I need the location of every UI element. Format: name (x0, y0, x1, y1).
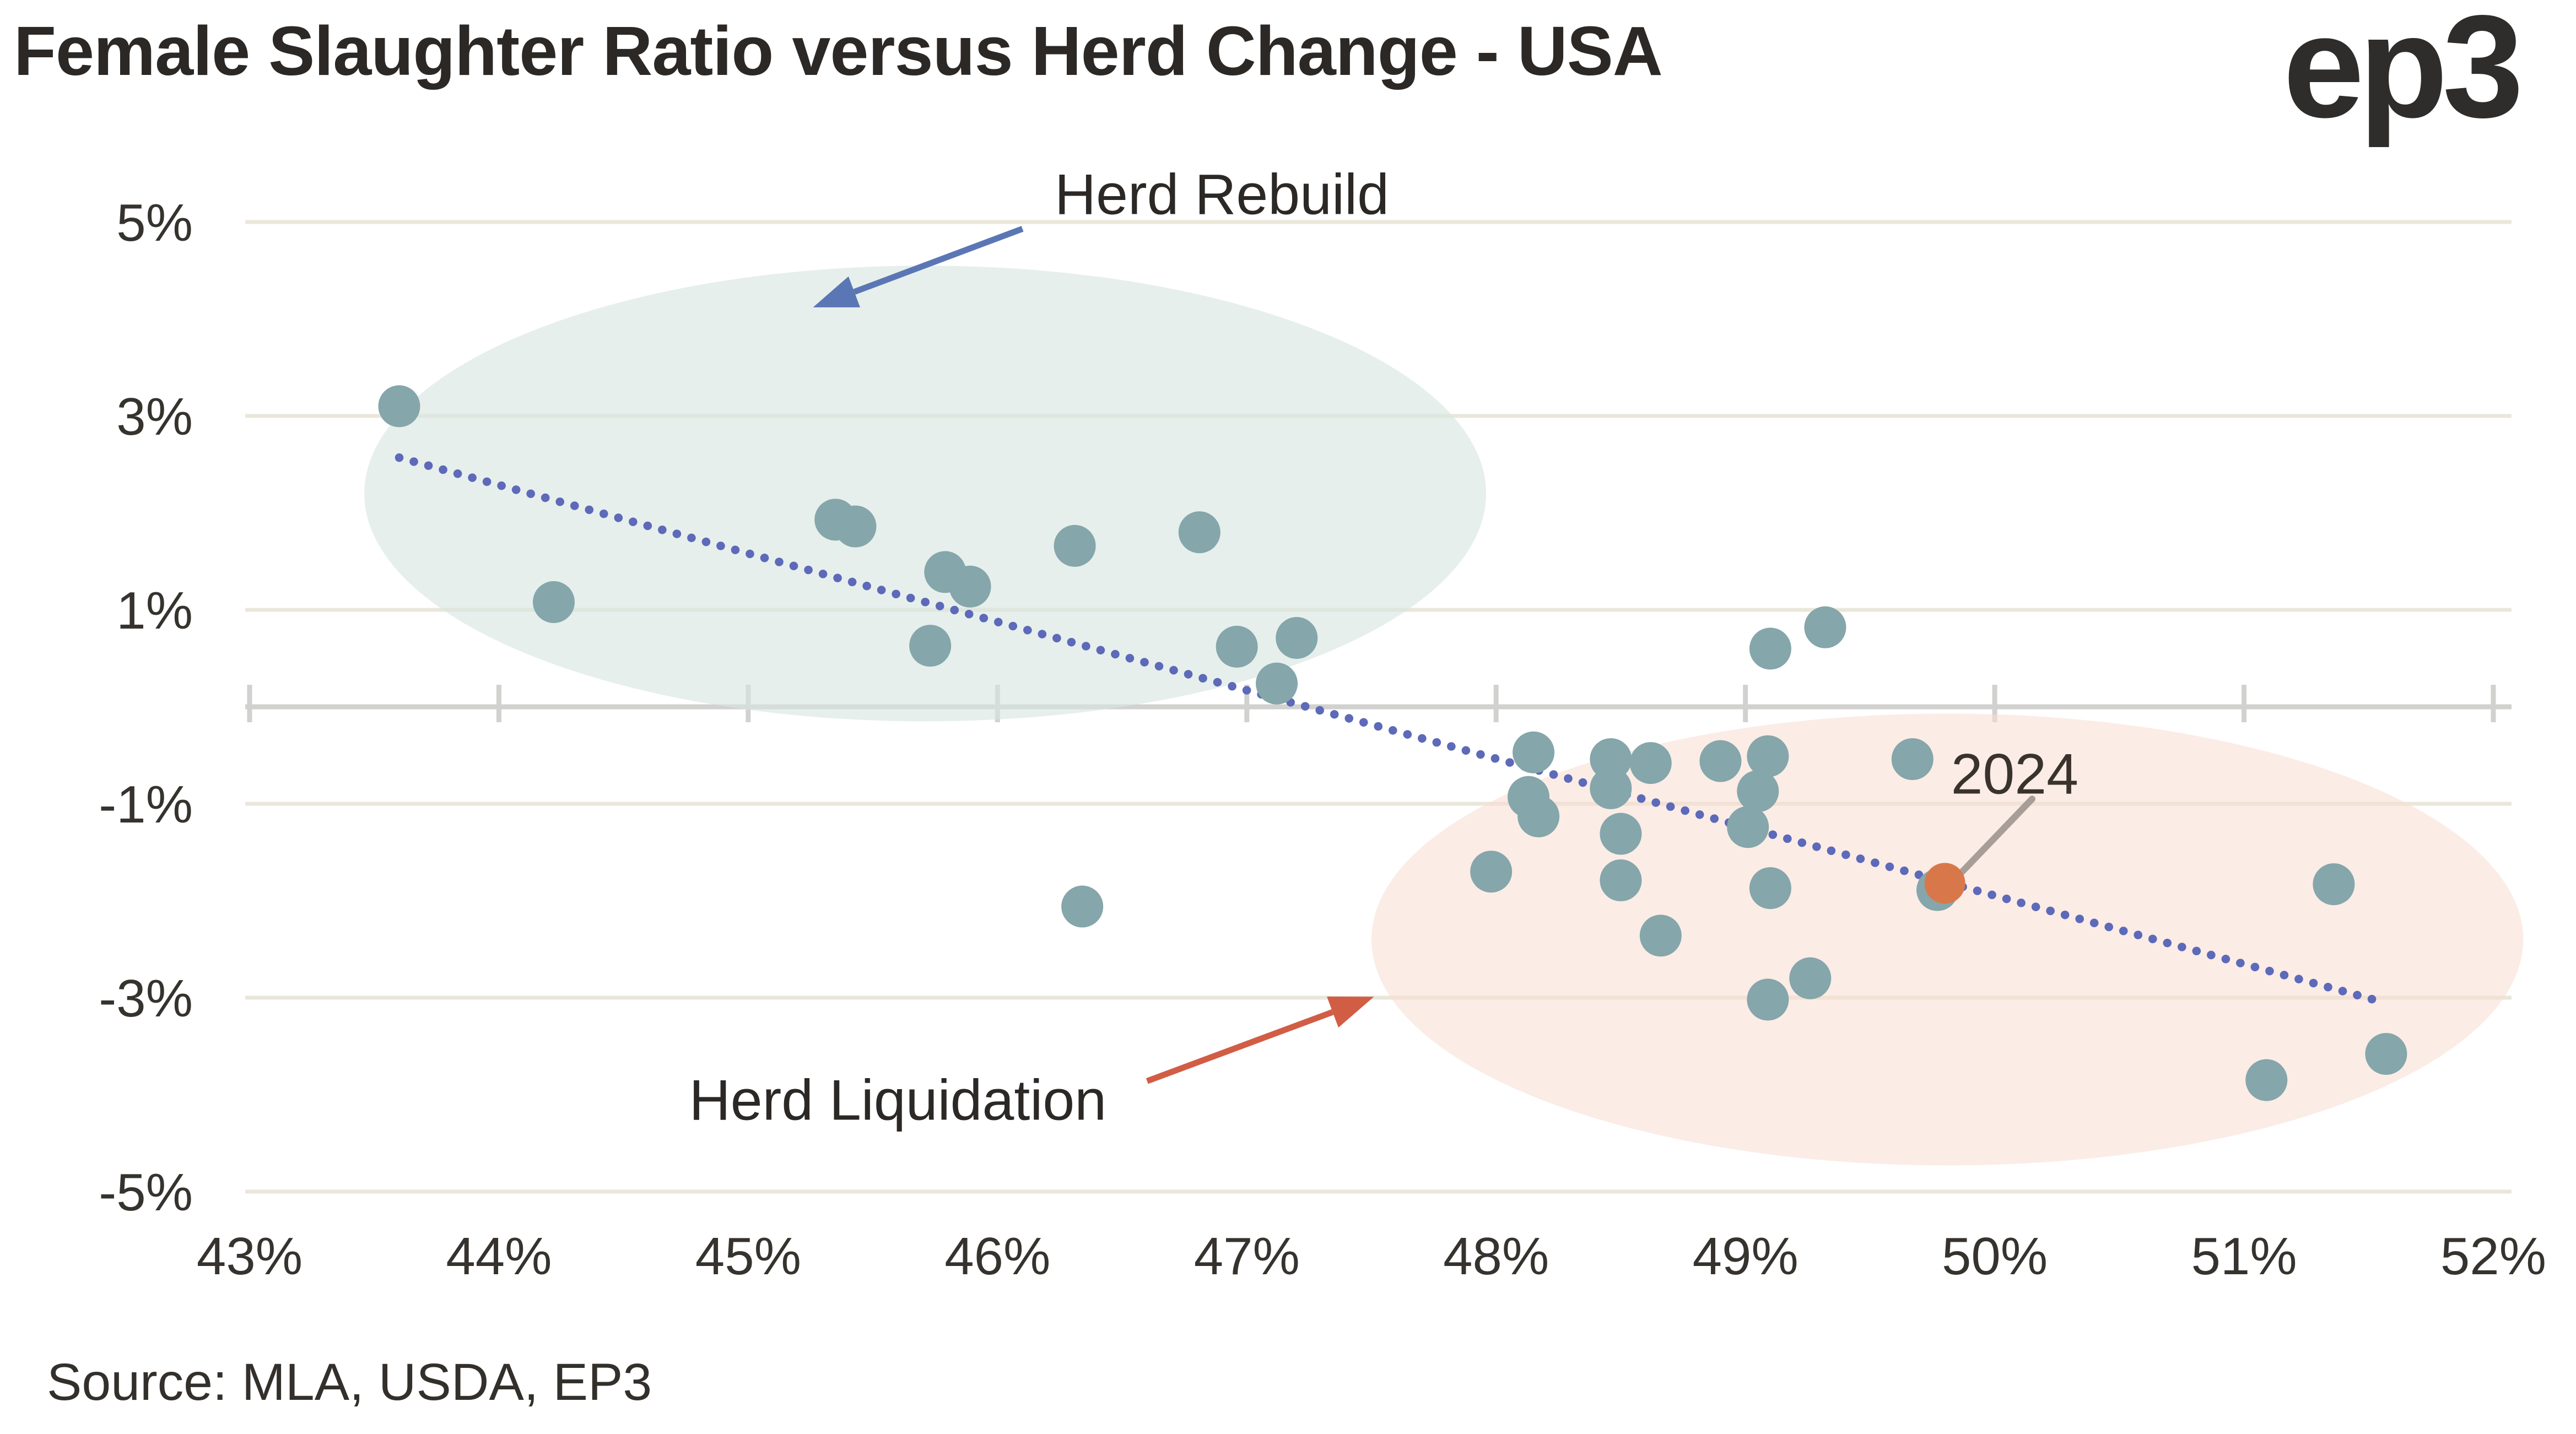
data-point (1699, 740, 1742, 782)
y-axis-label: 5% (116, 193, 193, 252)
data-point (1629, 742, 1672, 784)
data-point (1276, 617, 1318, 659)
herd-rebuild-arrow-head (813, 276, 860, 307)
herd-liquidation-label: Herd Liquidation (689, 1068, 1107, 1133)
x-axis-label: 44% (446, 1227, 552, 1286)
data-point (1789, 957, 1832, 999)
ep3-logo: ep3 (2283, 0, 2524, 148)
herd-liquidation-arrow-head (1327, 997, 1374, 1028)
data-point (1061, 885, 1104, 928)
data-point (1891, 738, 1934, 781)
data-point (909, 625, 952, 667)
data-point (1590, 738, 1632, 781)
x-axis-label: 43% (197, 1227, 303, 1286)
y-axis-label: -1% (99, 775, 193, 834)
data-point (2313, 863, 2355, 906)
data-point (1054, 524, 1096, 567)
data-point (2365, 1033, 2407, 1075)
year-2024-label: 2024 (1951, 742, 2078, 807)
data-point (1747, 978, 1789, 1021)
chart-title: Female Slaughter Ratio versus Herd Chang… (14, 12, 1663, 90)
data-point (1216, 625, 1258, 668)
y-axis-label: -5% (99, 1163, 193, 1222)
herd-rebuild-ellipse (364, 266, 1487, 722)
data-point (1600, 859, 1642, 902)
herd-rebuild-arrow-shaft (853, 226, 1024, 295)
herd-liquidation-arrow-shaft (1146, 1009, 1334, 1084)
x-axis-label: 45% (695, 1227, 801, 1286)
x-axis-label: 51% (2191, 1227, 2297, 1286)
x-axis-label: 46% (944, 1227, 1050, 1286)
data-point (1590, 767, 1632, 809)
data-point (834, 505, 877, 548)
data-point (949, 565, 991, 608)
herd-liquidation-ellipse (1371, 713, 2524, 1166)
data-point (1737, 770, 1779, 813)
data-point (1749, 627, 1791, 670)
data-point (1639, 914, 1682, 957)
x-axis-label: 50% (1942, 1227, 2048, 1286)
x-axis-label: 47% (1194, 1227, 1300, 1286)
herd-rebuild-label: Herd Rebuild (1055, 163, 1390, 227)
data-point (1727, 806, 1769, 848)
label-2024-leader (1951, 796, 2035, 883)
y-axis-label: 3% (116, 387, 193, 446)
data-point (378, 385, 420, 428)
data-point (1517, 795, 1560, 837)
data-point (1178, 511, 1221, 554)
x-axis-label: 48% (1443, 1227, 1549, 1286)
y-axis-label: 1% (116, 581, 193, 640)
data-point (1749, 867, 1791, 910)
x-axis-label: 52% (2440, 1227, 2546, 1286)
data-point (1513, 731, 1555, 773)
y-axis-label: -3% (99, 969, 193, 1028)
data-point (1747, 735, 1789, 777)
data-point-2024 (1924, 863, 1965, 904)
data-point (1600, 813, 1642, 855)
data-point (1256, 662, 1298, 705)
x-axis-label: 49% (1693, 1227, 1799, 1286)
source-note: Source: MLA, USDA, EP3 (47, 1353, 652, 1411)
data-point (1470, 851, 1513, 893)
data-point (2245, 1059, 2288, 1101)
data-point (532, 581, 575, 623)
data-point (1804, 606, 1846, 648)
